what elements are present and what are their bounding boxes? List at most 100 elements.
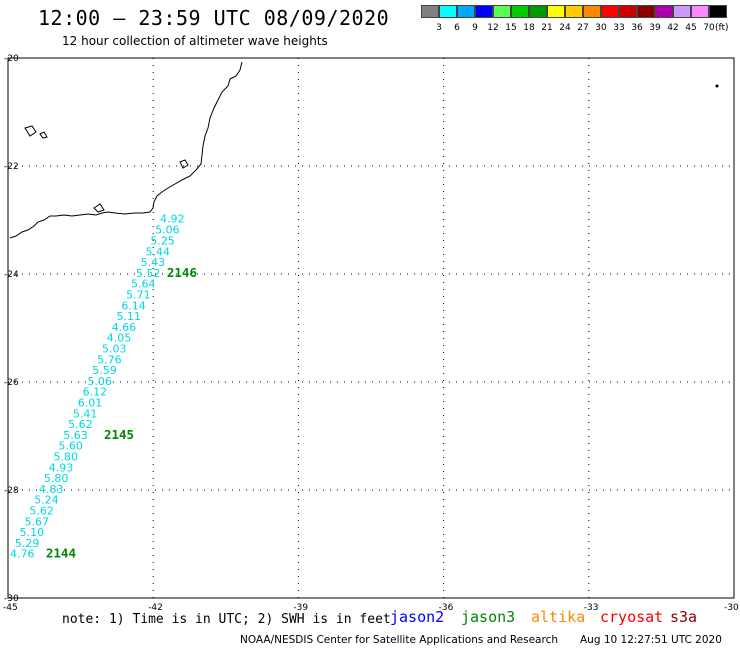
- scale-label: 3: [436, 23, 442, 33]
- scale-swatch: [439, 5, 457, 18]
- scale-label: 39: [649, 23, 661, 33]
- latitude-label: -30: [4, 594, 19, 604]
- wave-height-value: 4.76: [10, 548, 35, 561]
- wave-height-value: 5.10: [20, 526, 45, 539]
- wave-height-value: 6.14: [121, 299, 146, 312]
- scale-swatch: [673, 5, 691, 18]
- scale-swatch: [601, 5, 619, 18]
- scale-swatch: [493, 5, 511, 18]
- longitude-label: -39: [293, 603, 308, 613]
- pass-time-label: 2144: [46, 546, 76, 561]
- longitude-label: -42: [148, 603, 163, 613]
- wave-height-value: 5.80: [44, 472, 69, 485]
- scale-swatch: [457, 5, 475, 18]
- scale-swatch: [475, 5, 493, 18]
- scale-label: 70: [703, 23, 715, 33]
- wave-height-value: 5.64: [131, 278, 156, 291]
- small-island: [715, 84, 719, 88]
- scale-label: 30: [595, 23, 607, 33]
- wave-height-value: 5.11: [116, 310, 141, 323]
- satellite-cryosat: cryosat: [600, 608, 664, 626]
- wave-height-value: 4.92: [160, 212, 185, 225]
- map-subtitle: 12 hour collection of altimeter wave hei…: [62, 34, 328, 48]
- latitude-label: -28: [4, 486, 19, 496]
- longitude-label: -36: [439, 603, 454, 613]
- wave-height-value: 4.66: [112, 321, 137, 334]
- scale-swatch: [691, 5, 709, 18]
- scale-swatch: [583, 5, 601, 18]
- wave-height-value: 5.60: [58, 440, 83, 453]
- axis-labels: -20-22-24-26-28-30-45 -42 -39 -36 -33 -30: [3, 54, 739, 613]
- satellite-s3a: s3a: [670, 608, 698, 626]
- wave-height-value: 5.06: [155, 224, 180, 237]
- satellite-jason3: jason3: [461, 608, 516, 626]
- scale-label: 12: [487, 23, 499, 33]
- scale-label: 15: [505, 23, 517, 33]
- longitude-label: -30: [724, 603, 739, 613]
- latitude-label: -20: [4, 54, 19, 64]
- satellite-jason2: jason2: [390, 608, 445, 626]
- coastline: [9, 61, 719, 239]
- pass-time-labels: 2146 2145 2144: [46, 265, 197, 561]
- wave-height-value: 5.52: [136, 267, 161, 280]
- note-text: note: 1) Time is in UTC; 2) SWH is in fe…: [62, 612, 391, 627]
- wave-height-value: 5.29: [15, 537, 40, 550]
- wave-height-value: 5.43: [141, 256, 166, 269]
- wave-height-value: 5.44: [146, 245, 171, 258]
- wave-height-value: 5.71: [126, 289, 151, 302]
- coastal-island: [179, 159, 189, 169]
- wave-height-value: 5.80: [54, 451, 78, 464]
- scale-swatch: [709, 5, 727, 18]
- brazil-coastline: [9, 61, 243, 239]
- longitude-label: -33: [584, 603, 599, 613]
- wave-height-value: 5.24: [34, 494, 59, 507]
- longitude-label: -45: [3, 603, 18, 613]
- satellite-altika: altika: [531, 608, 586, 626]
- wave-height-values: 4.925.065.255.445.435.525.645.716.145.11…: [10, 212, 185, 560]
- scale-swatch: [511, 5, 529, 18]
- wave-height-value: 6.01: [78, 397, 103, 410]
- scale-swatch: [637, 5, 655, 18]
- scale-swatch: [619, 5, 637, 18]
- wave-height-value: 6.12: [83, 386, 108, 399]
- scale-swatch: [547, 5, 565, 18]
- scale-label: 36: [631, 23, 643, 33]
- pass-time-label: 2146: [167, 265, 197, 280]
- coastal-island: [39, 131, 48, 139]
- scale-label: 9: [472, 23, 478, 33]
- coastal-island: [24, 125, 37, 137]
- scale-label: 33: [613, 23, 625, 33]
- wave-height-value: 5.63: [63, 429, 88, 442]
- wave-height-value: 5.41: [73, 407, 98, 420]
- latitude-label: -22: [4, 162, 19, 172]
- scale-label: 42: [667, 23, 679, 33]
- scale-swatch: [421, 5, 439, 18]
- scale-label: 21: [541, 23, 553, 33]
- latitude-label: -26: [4, 378, 19, 388]
- scale-swatch: [655, 5, 673, 18]
- scale-swatch: [565, 5, 583, 18]
- wave-height-value: 5.67: [25, 515, 50, 528]
- wave-height-value: 5.59: [92, 364, 117, 377]
- wave-height-value: 5.62: [29, 505, 54, 518]
- pass-time-label: 2145: [104, 427, 134, 442]
- scale-label: 24: [559, 23, 571, 33]
- wave-height-value: 5.62: [68, 418, 93, 431]
- wave-height-value: 5.25: [150, 235, 175, 248]
- map-frame: [7, 57, 735, 599]
- wave-height-value: 4.05: [107, 332, 132, 345]
- wave-height-value: 5.76: [97, 353, 122, 366]
- footer-timestamp: Aug 10 12:27:51 UTC 2020: [580, 634, 722, 646]
- wave-height-value: 5.03: [102, 343, 127, 356]
- scale-label: 6: [454, 23, 460, 33]
- map-title: 12:00 – 23:59 UTC 08/09/2020: [38, 6, 390, 30]
- footer-credit: NOAA/NESDIS Center for Satellite Applica…: [240, 634, 558, 646]
- scale-label: 45: [685, 23, 697, 33]
- scale-label: 18: [523, 23, 535, 33]
- wave-height-value: 5.06: [87, 375, 112, 388]
- scale-swatch: [529, 5, 547, 18]
- coastal-island: [93, 203, 105, 213]
- scale-label: 27: [577, 23, 589, 33]
- wave-height-value: 4.83: [39, 483, 64, 496]
